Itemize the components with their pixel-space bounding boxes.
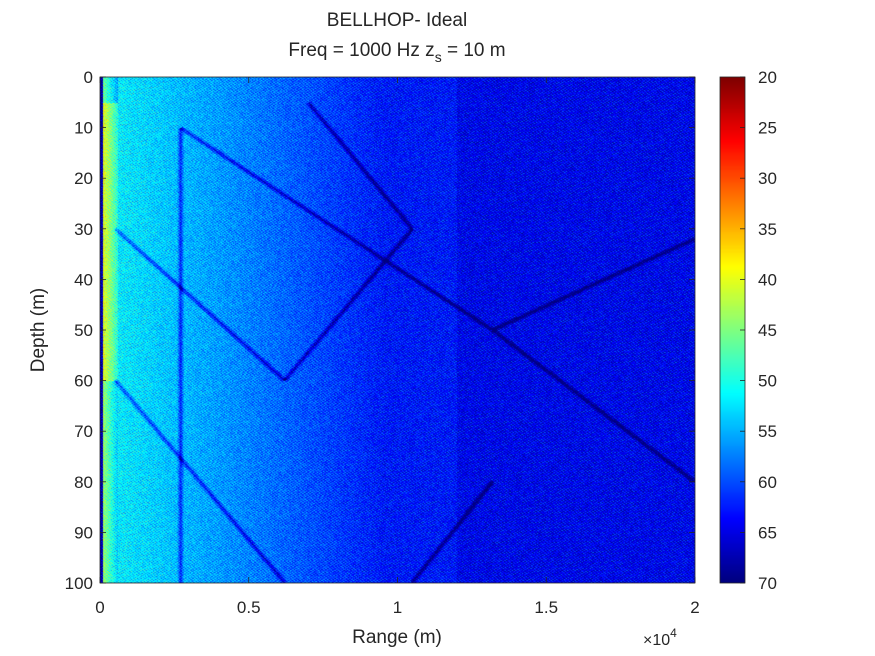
subtitle-suffix: = 10 m <box>442 40 506 61</box>
y-tick-label: 50 <box>74 321 93 340</box>
colorbar-tick-label: 50 <box>758 372 777 391</box>
colorbar: 20 25 30 35 40 45 50 55 60 65 70 <box>719 68 777 593</box>
heatmap-image <box>100 77 695 583</box>
y-tick-label: 80 <box>74 473 93 492</box>
x-multiplier-base: ×10 <box>643 632 670 649</box>
y-tick-label: 100 <box>65 574 93 593</box>
x-multiplier: ×104 <box>643 626 677 649</box>
colorbar-tick-label: 45 <box>758 321 777 340</box>
colorbar-tick-label: 25 <box>758 119 777 138</box>
subtitle-subscript: s <box>435 49 442 65</box>
y-tick-label: 10 <box>74 119 93 138</box>
y-tick-label: 40 <box>74 270 93 289</box>
y-tick-label: 60 <box>74 372 93 391</box>
colorbar-tick-label: 70 <box>758 574 777 593</box>
x-tick-label: 1.5 <box>534 598 558 617</box>
colorbar-tick-label: 65 <box>758 523 777 542</box>
chart-subtitle: Freq = 1000 Hz zs = 10 m <box>288 40 505 65</box>
colorbar-tick-label: 20 <box>758 68 777 87</box>
colorbar-tick-label: 40 <box>758 270 777 289</box>
heatmap-area <box>99 76 696 584</box>
x-multiplier-exponent: 4 <box>670 626 677 640</box>
y-axis: 0 10 20 30 40 50 60 70 80 90 100 <box>65 68 695 593</box>
x-axis: 0 0.5 1 1.5 2 <box>95 77 700 617</box>
subtitle-prefix: Freq = 1000 Hz z <box>288 40 434 61</box>
colorbar-ticks: 20 25 30 35 40 45 50 55 60 65 70 <box>740 68 777 593</box>
x-tick-label: 1 <box>393 598 402 617</box>
y-tick-label: 30 <box>74 220 93 239</box>
y-tick-label: 0 <box>84 68 93 87</box>
x-tick-label: 0.5 <box>237 598 261 617</box>
chart-title: BELLHOP- Ideal <box>327 10 467 31</box>
colorbar-tick-label: 30 <box>758 169 777 188</box>
y-tick-label: 70 <box>74 422 93 441</box>
x-axis-label: Range (m) <box>352 627 442 648</box>
y-tick-label: 90 <box>74 523 93 542</box>
colorbar-tick-label: 60 <box>758 473 777 492</box>
x-tick-label: 2 <box>690 598 699 617</box>
colorbar-tick-label: 55 <box>758 422 777 441</box>
y-axis-label: Depth (m) <box>28 288 49 372</box>
y-tick-label: 20 <box>74 169 93 188</box>
colorbar-tick-label: 35 <box>758 220 777 239</box>
x-tick-label: 0 <box>95 598 104 617</box>
